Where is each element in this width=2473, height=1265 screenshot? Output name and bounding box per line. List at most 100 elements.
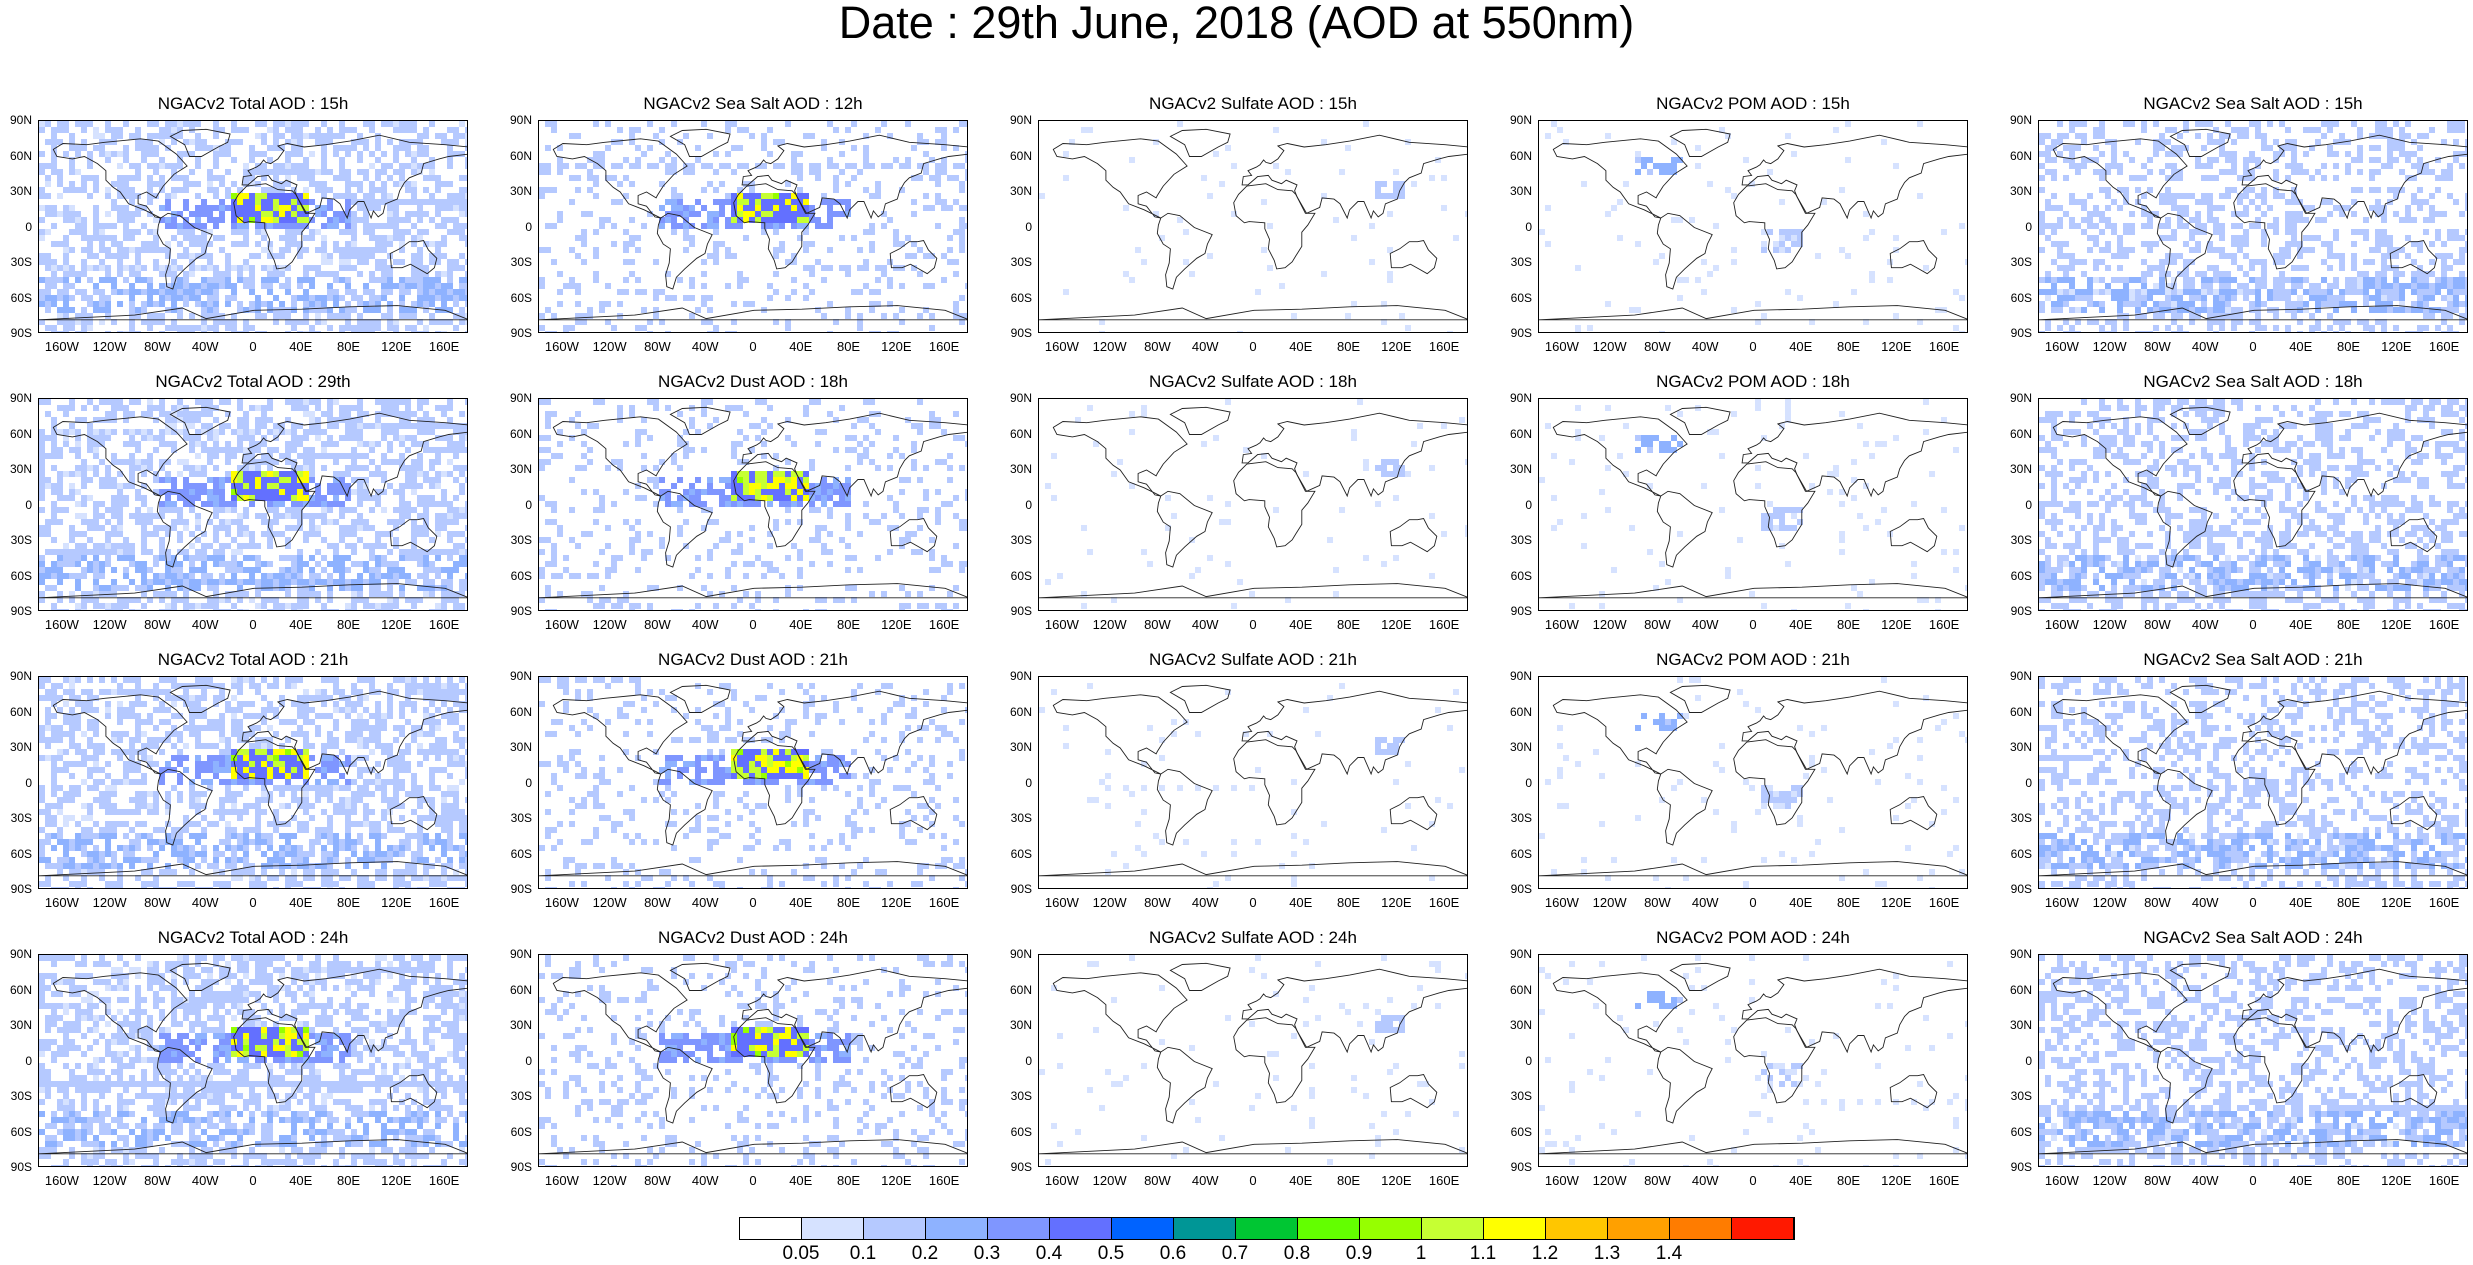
aod-cell (213, 405, 219, 411)
aod-cell (399, 199, 405, 205)
aod-cell (39, 205, 45, 211)
aod-cell (2069, 307, 2075, 313)
aod-cell (2069, 325, 2075, 331)
aod-cell (81, 501, 87, 507)
aod-cell (351, 229, 357, 235)
aod-cell (93, 223, 99, 229)
aod-cell (51, 295, 57, 301)
aod-cell (225, 609, 231, 611)
aod-cell (183, 579, 189, 585)
aod-cell (69, 429, 75, 435)
aod-cell (833, 127, 839, 133)
aod-cell (387, 121, 393, 127)
aod-cell (339, 555, 345, 561)
aod-cell (1321, 271, 1327, 277)
aod-cell (135, 585, 141, 591)
aod-cell (75, 489, 81, 495)
aod-cell (117, 555, 123, 561)
aod-cell (2351, 259, 2357, 265)
aod-cell (905, 121, 911, 127)
aod-cell (279, 489, 285, 495)
aod-cell (2453, 127, 2459, 133)
aod-cell (635, 325, 641, 331)
aod-cell (237, 127, 243, 133)
aod-cell (369, 271, 375, 277)
aod-cell (2207, 325, 2213, 331)
panel-title: NGACv2 Sea Salt AOD : 12h (538, 94, 968, 114)
aod-cell (93, 181, 99, 187)
aod-cell (417, 331, 423, 333)
aod-cell (2273, 151, 2279, 157)
aod-cell (351, 265, 357, 271)
aod-cell (69, 205, 75, 211)
aod-cell (2231, 139, 2237, 145)
aod-cell (2057, 253, 2063, 259)
aod-cell (387, 325, 393, 331)
aod-cell (423, 151, 429, 157)
aod-cell (225, 205, 231, 211)
aod-cell (273, 253, 279, 259)
aod-cell (129, 459, 135, 465)
aod-cell (399, 411, 405, 417)
aod-cell (2351, 187, 2357, 193)
aod-cell (2069, 151, 2075, 157)
aod-cell (2177, 205, 2183, 211)
map-panel (538, 120, 968, 333)
aod-cell (105, 301, 111, 307)
aod-cell (465, 259, 468, 265)
aod-cell (285, 163, 291, 169)
aod-cell (357, 573, 363, 579)
aod-cell (381, 259, 387, 265)
aod-cell (2093, 277, 2099, 283)
aod-cell (1393, 181, 1399, 187)
aod-cell (351, 429, 357, 435)
aod-cell (327, 217, 333, 223)
aod-cell (563, 163, 569, 169)
aod-cell (177, 399, 183, 405)
aod-cell (99, 603, 105, 609)
aod-cell (1545, 133, 1551, 139)
aod-cell (291, 501, 297, 507)
aod-cell (87, 163, 93, 169)
aod-cell (267, 561, 273, 567)
aod-cell (2375, 205, 2381, 211)
aod-cell (551, 223, 557, 229)
aod-cell (647, 121, 653, 127)
aod-cell (599, 301, 605, 307)
aod-cell (321, 537, 327, 543)
aod-cell (117, 241, 123, 247)
aod-cell (273, 295, 279, 301)
aod-cell (2333, 175, 2339, 181)
aod-cell (2369, 175, 2375, 181)
aod-cell (81, 483, 87, 489)
aod-cell (243, 513, 249, 519)
aod-cell (441, 181, 447, 187)
aod-cell (141, 241, 147, 247)
aod-cell (357, 133, 363, 139)
aod-cell (2387, 289, 2393, 295)
aod-cell (2099, 127, 2105, 133)
aod-cell (2357, 157, 2363, 163)
aod-cell (707, 331, 713, 333)
aod-cell (617, 139, 623, 145)
aod-cell (309, 277, 315, 283)
aod-cell (39, 217, 45, 223)
aod-cell (51, 223, 57, 229)
aod-cell (2165, 193, 2171, 199)
aod-cell (213, 435, 219, 441)
aod-cell (183, 573, 189, 579)
aod-cell (171, 223, 177, 229)
aod-cell (2135, 139, 2141, 145)
aod-cell (387, 429, 393, 435)
aod-cell (129, 289, 135, 295)
aod-cell (2405, 175, 2411, 181)
aod-cell (303, 247, 309, 253)
aod-cell (63, 441, 69, 447)
lon-tick-label: 120E (1876, 339, 1916, 354)
aod-cell (2279, 289, 2285, 295)
aod-cell (405, 145, 411, 151)
aod-cell (2465, 277, 2468, 283)
aod-cell (339, 435, 345, 441)
aod-cell (231, 555, 237, 561)
aod-cell (2069, 223, 2075, 229)
